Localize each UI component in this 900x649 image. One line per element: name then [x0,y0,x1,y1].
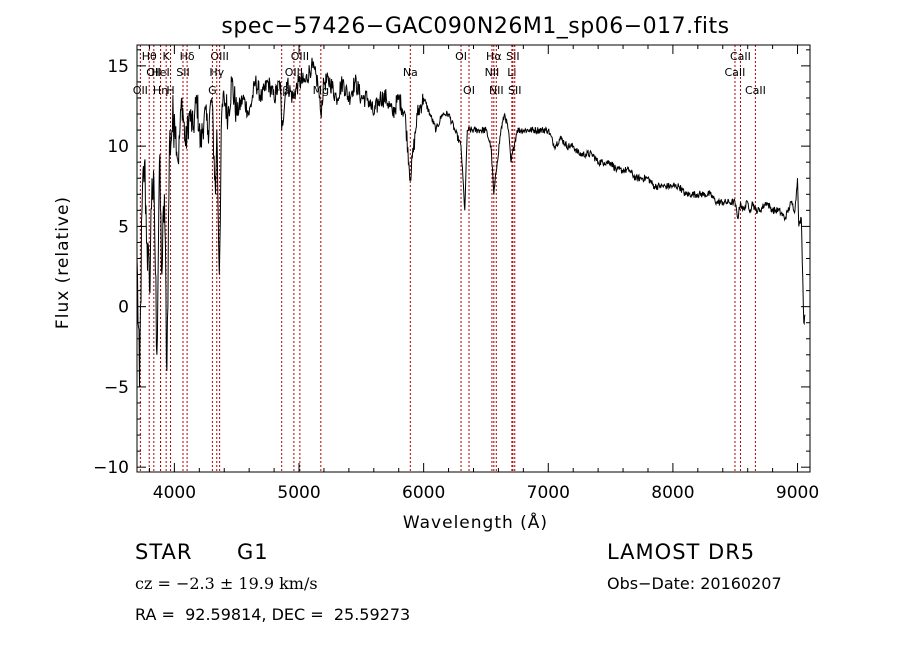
y-tick-label: 0 [118,298,129,318]
line-label: Na [403,66,418,79]
line-label: CaII [745,84,766,97]
spectrum-line [136,57,806,387]
y-tick-label: −10 [93,458,129,478]
line-label: Hθ [142,50,157,63]
redshift-velocity: cz = −2.3 ± 19.9 km/s [135,574,318,593]
line-label: H [166,84,174,97]
line-label: OIII [210,50,228,63]
y-tick-label: 10 [107,137,129,157]
y-axis-label: Flux (relative) [53,196,73,329]
line-label: OI [463,84,475,97]
line-label: Mg [313,84,329,97]
line-label: G [208,84,217,97]
x-tick-label: 7000 [527,483,570,503]
line-label: Hγ [209,66,224,79]
chart-title: spec−57426−GAC090N26M1_sp06−017.fits [221,14,729,39]
line-label: OIII [285,66,303,79]
line-label: SII [506,50,519,63]
object-class: STAR [135,540,193,564]
line-label: OI [455,50,467,63]
survey-name: LAMOST DR5 [607,540,756,564]
line-label: OIII [291,50,309,63]
line-label: SII [508,84,521,97]
x-axis-label: Wavelength (Å) [403,511,548,533]
line-label: NII [489,84,504,97]
line-label: Li [507,66,516,79]
line-label: SII [176,66,189,79]
x-tick-label: 6000 [402,483,445,503]
x-tick-label: 9000 [776,483,819,503]
object-subclass: G1 [237,540,269,564]
line-label: Hδ [180,50,195,63]
line-label: Hα [486,50,502,63]
x-tick-label: 5000 [277,483,320,503]
line-label: OII [146,66,161,79]
line-label: CaII [725,66,746,79]
y-tick-label: 5 [118,217,129,237]
x-tick-label: 8000 [651,483,694,503]
line-label: CaII [730,50,751,63]
coordinates: RA = 92.59814, DEC = 25.59273 [135,605,411,624]
y-tick-label: −5 [104,378,129,398]
x-tick-label: 4000 [153,483,196,503]
line-label: NII [485,66,500,79]
y-tick-label: 15 [107,57,129,77]
line-label: OII [133,84,148,97]
line-label: K [163,50,171,63]
observation-date: Obs−Date: 20160207 [607,574,782,593]
line-label: HeI [151,66,169,79]
